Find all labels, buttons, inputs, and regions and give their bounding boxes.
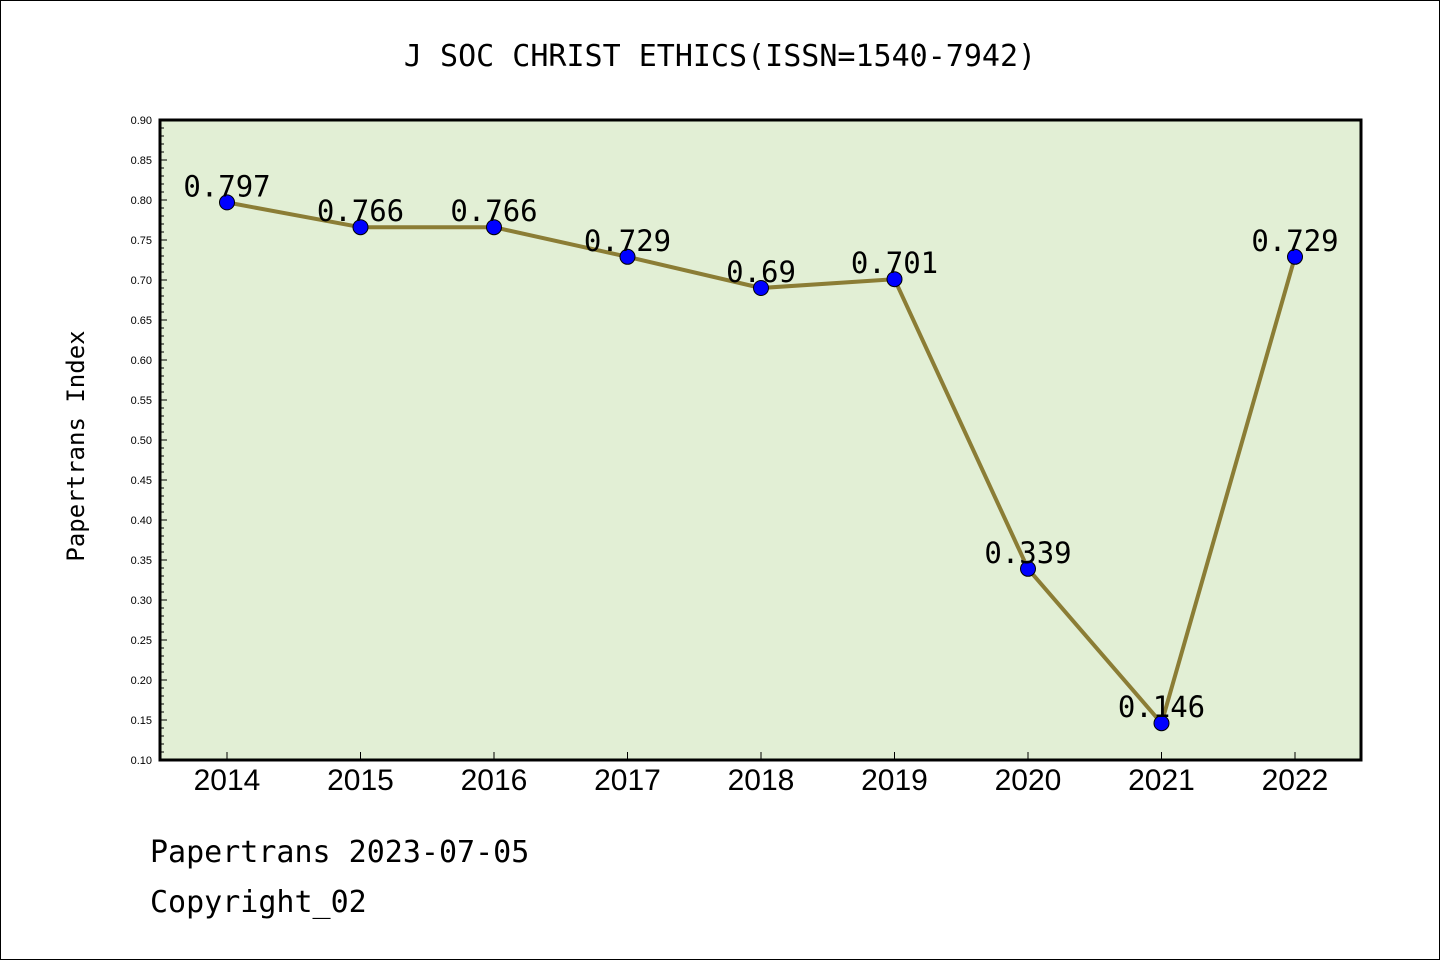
y-tick-label: 0.45 xyxy=(131,475,152,487)
y-tick-label: 0.35 xyxy=(131,555,152,567)
x-tick-labels: 2014 2015 2016 2017 2018 2019 2020 2021 2022 xyxy=(194,764,1329,797)
y-tick-label: 0.10 xyxy=(131,755,152,767)
data-point xyxy=(753,280,769,296)
data-point xyxy=(219,194,235,211)
data-label: 0.766 xyxy=(317,194,404,228)
y-tick-label: 0.70 xyxy=(131,275,152,287)
x-tick-label: 2021 xyxy=(1128,764,1195,797)
y-tick-label: 0.30 xyxy=(131,595,152,607)
x-tick-label: 2022 xyxy=(1262,764,1329,797)
x-tick-label: 2015 xyxy=(327,764,394,797)
data-label: 0.766 xyxy=(450,194,537,228)
data-label: 0.729 xyxy=(584,224,671,258)
data-label: 0.69 xyxy=(726,255,796,289)
chart-title: J SOC CHRIST ETHICS(ISSN=1540-7942) xyxy=(404,39,1036,74)
y-tick-label: 0.20 xyxy=(131,675,152,687)
x-tick-label: 2016 xyxy=(461,764,528,797)
y-tick-label: 0.40 xyxy=(131,515,152,527)
y-tick-label: 0.15 xyxy=(131,715,152,727)
data-label: 0.146 xyxy=(1118,690,1205,724)
data-point xyxy=(486,219,502,236)
series-layer: 0.797 0.766 0.766 0.729 0.69 0.701 0.339 0.146 0… xyxy=(183,169,1339,732)
data-point xyxy=(1287,248,1303,265)
x-tick-label: 2017 xyxy=(594,764,661,797)
data-point xyxy=(1153,715,1170,732)
y-tick-label: 0.25 xyxy=(131,635,152,647)
data-label: 0.339 xyxy=(984,536,1071,570)
y-tick-label: 0.90 xyxy=(131,115,152,127)
y-axis-label: Papertrans Index xyxy=(62,330,90,561)
x-tick-label: 2014 xyxy=(194,764,261,797)
data-label: 0.797 xyxy=(183,169,270,203)
data-label: 0.701 xyxy=(851,246,938,280)
y-tick-label: 0.50 xyxy=(131,435,152,447)
x-tick-label: 2020 xyxy=(995,764,1062,797)
y-tick-label: 0.60 xyxy=(131,355,152,367)
y-tick-label: 0.55 xyxy=(131,395,152,407)
footer-copyright: Copyright_02 xyxy=(150,885,367,920)
y-tick-label: 0.85 xyxy=(131,155,152,167)
data-point xyxy=(1020,560,1036,577)
data-point xyxy=(886,271,903,288)
y-tick-label: 0.75 xyxy=(131,235,152,247)
footer-date: Papertrans 2023-07-05 xyxy=(150,835,530,870)
y-tick-label: 0.80 xyxy=(131,195,152,207)
data-point xyxy=(352,219,369,236)
data-point xyxy=(619,248,636,265)
data-label: 0.729 xyxy=(1251,224,1338,258)
x-tick-label: 2019 xyxy=(861,764,928,797)
plot-frame xyxy=(158,118,1363,762)
y-tick-label: 0.65 xyxy=(131,315,152,327)
x-tick-label: 2018 xyxy=(728,764,795,797)
y-tick-labels: 0.10 0.15 0.20 0.25 0.30 0.35 0.40 0.45 0.50 0.55… xyxy=(131,115,152,767)
